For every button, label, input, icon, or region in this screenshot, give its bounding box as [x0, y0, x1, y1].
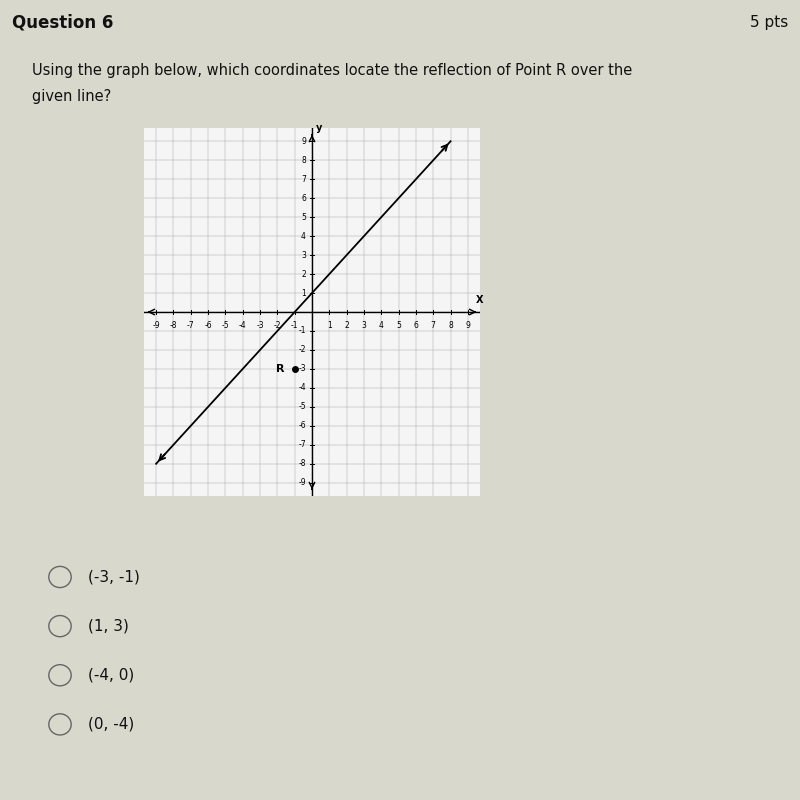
Text: (-4, 0): (-4, 0) [88, 668, 134, 682]
Text: 3: 3 [362, 321, 366, 330]
Text: (0, -4): (0, -4) [88, 717, 134, 732]
Text: -7: -7 [187, 321, 194, 330]
Text: -7: -7 [298, 440, 306, 450]
Text: -2: -2 [298, 346, 306, 354]
Text: y: y [316, 123, 322, 133]
Text: 5 pts: 5 pts [750, 14, 788, 30]
Text: 1: 1 [327, 321, 332, 330]
Text: -1: -1 [291, 321, 298, 330]
Text: 6: 6 [414, 321, 418, 330]
Text: -4: -4 [239, 321, 246, 330]
Text: -6: -6 [298, 422, 306, 430]
Text: -3: -3 [298, 365, 306, 374]
Text: X: X [476, 295, 484, 306]
Text: 6: 6 [301, 194, 306, 202]
Text: -2: -2 [274, 321, 281, 330]
Text: -9: -9 [298, 478, 306, 487]
Text: (-3, -1): (-3, -1) [88, 570, 140, 585]
Text: -8: -8 [298, 459, 306, 468]
Text: 1: 1 [301, 289, 306, 298]
Text: 4: 4 [301, 232, 306, 241]
Text: 7: 7 [430, 321, 436, 330]
Text: 5: 5 [396, 321, 401, 330]
Text: -3: -3 [256, 321, 264, 330]
Text: 2: 2 [301, 270, 306, 278]
Text: 9: 9 [466, 321, 470, 330]
Text: 9: 9 [301, 137, 306, 146]
Text: R: R [276, 364, 284, 374]
Text: (1, 3): (1, 3) [88, 618, 129, 634]
Text: 3: 3 [301, 250, 306, 259]
Text: -5: -5 [222, 321, 230, 330]
Text: 8: 8 [448, 321, 453, 330]
Text: given line?: given line? [32, 90, 111, 104]
Text: Using the graph below, which coordinates locate the reflection of Point R over t: Using the graph below, which coordinates… [32, 63, 632, 78]
Text: -1: -1 [298, 326, 306, 335]
Text: -6: -6 [204, 321, 212, 330]
Text: 7: 7 [301, 174, 306, 184]
Text: -4: -4 [298, 383, 306, 392]
Text: -5: -5 [298, 402, 306, 411]
Text: 8: 8 [301, 156, 306, 165]
Text: Question 6: Question 6 [12, 13, 114, 31]
Text: -9: -9 [152, 321, 160, 330]
Text: -8: -8 [170, 321, 177, 330]
Text: 4: 4 [379, 321, 384, 330]
Text: 2: 2 [344, 321, 349, 330]
Text: 5: 5 [301, 213, 306, 222]
